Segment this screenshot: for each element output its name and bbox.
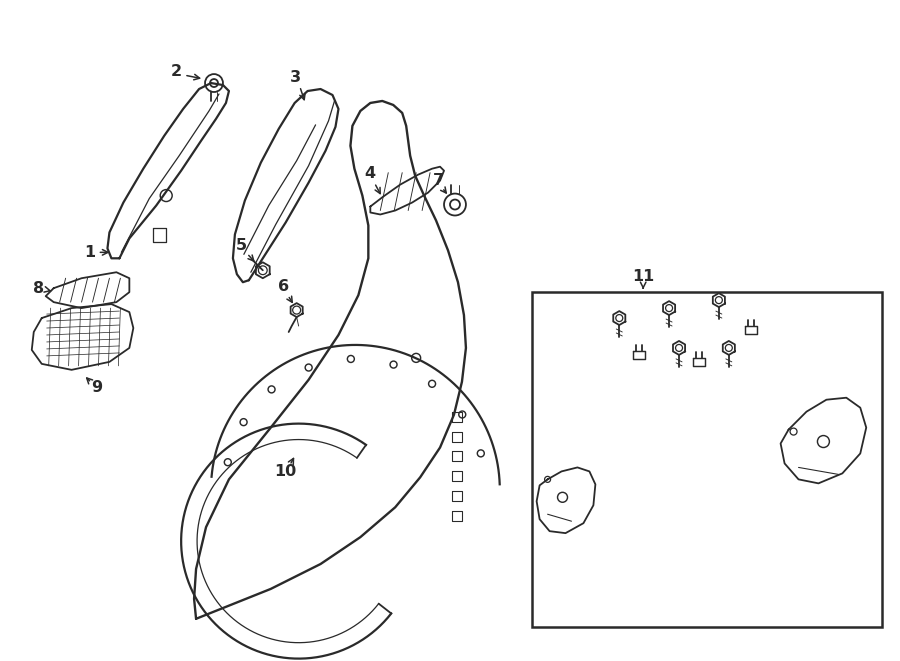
Text: 9: 9 <box>91 380 102 395</box>
Text: 11: 11 <box>632 269 654 284</box>
Text: 8: 8 <box>33 281 44 295</box>
Text: 10: 10 <box>274 464 297 479</box>
Text: 4: 4 <box>364 166 376 181</box>
Text: 2: 2 <box>171 63 182 79</box>
Text: 3: 3 <box>290 69 302 85</box>
Text: 6: 6 <box>278 279 289 293</box>
Text: 7: 7 <box>433 173 444 188</box>
Text: 1: 1 <box>84 245 95 260</box>
Bar <box>532 292 882 627</box>
Text: 5: 5 <box>235 238 247 253</box>
